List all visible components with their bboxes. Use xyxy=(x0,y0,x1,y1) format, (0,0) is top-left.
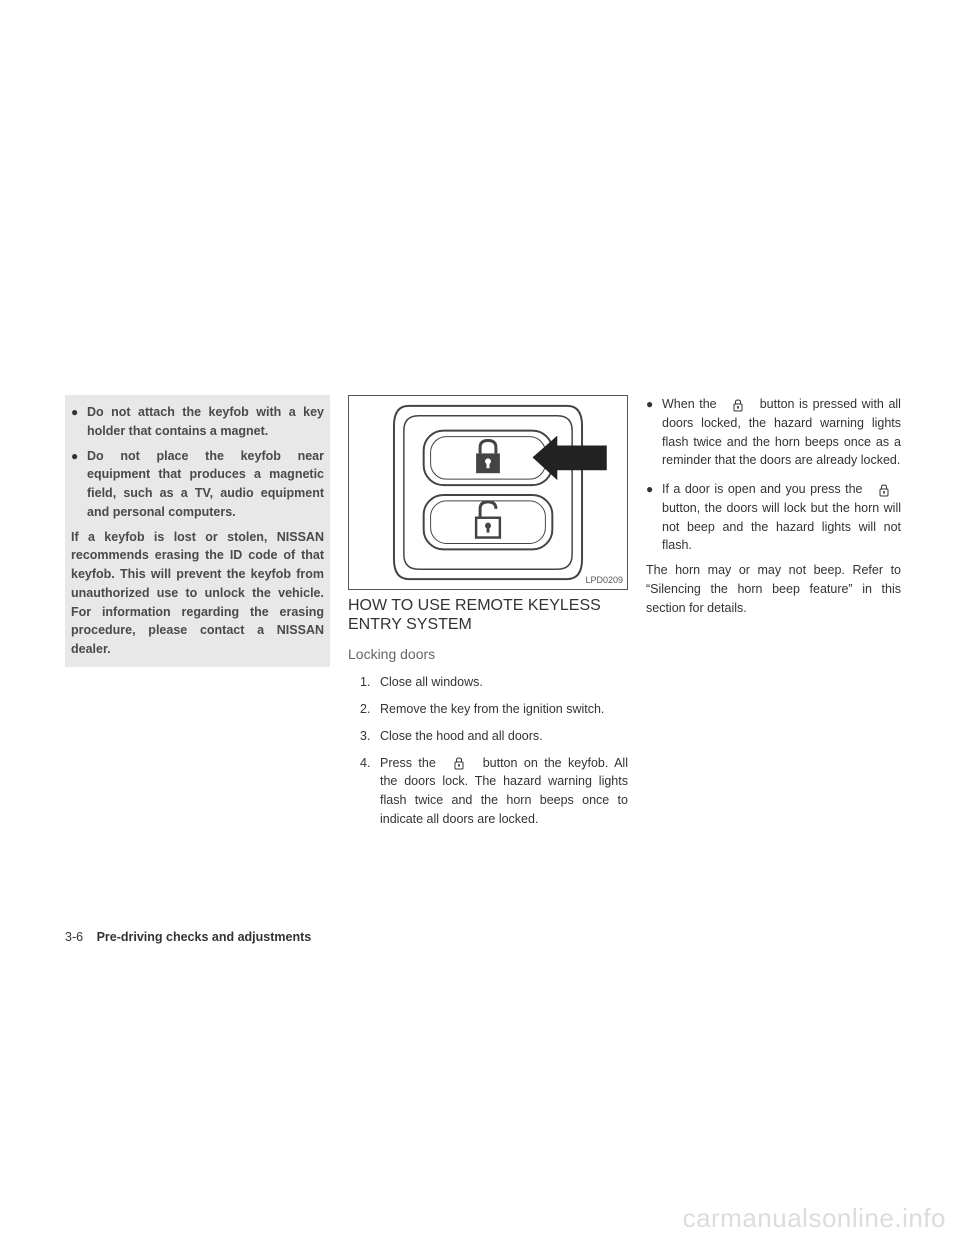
step4-pre: Press the xyxy=(380,756,436,770)
keyfob-illustration xyxy=(349,396,627,589)
closing-paragraph: The horn may or may not beep. Refer to “… xyxy=(646,561,901,617)
bullet-pre: When the xyxy=(662,397,717,411)
warning-bullet: ● Do not place the keyfob near equipment… xyxy=(71,447,324,522)
step-item: 4. Press the button on the keyfob. All t… xyxy=(348,754,628,829)
step-item: 2. Remove the key from the ignition swit… xyxy=(348,700,628,719)
figure-id: LPD0209 xyxy=(585,574,623,588)
warning-text: Do not attach the keyfob with a key hold… xyxy=(87,403,324,441)
lock-icon xyxy=(731,398,745,412)
step-number: 2. xyxy=(360,700,380,719)
footer-title: Pre-driving checks and adjustments xyxy=(97,930,312,944)
step-text: Press the button on the keyfob. All the … xyxy=(380,754,628,829)
page-footer: 3-6 Pre-driving checks and adjustments xyxy=(65,930,311,944)
main-content: ● Do not attach the keyfob with a key ho… xyxy=(0,0,960,837)
step-item: 1. Close all windows. xyxy=(348,673,628,692)
step-text: Close the hood and all doors. xyxy=(380,727,628,746)
bullet-pre: If a door is open and you press the xyxy=(662,482,863,496)
step-number: 4. xyxy=(360,754,380,829)
step-text: Close all windows. xyxy=(380,673,628,692)
bullet-icon: ● xyxy=(646,480,662,555)
keyfob-figure: LPD0209 xyxy=(348,395,628,590)
column-3: ● When the button is pressed with all do… xyxy=(646,395,901,837)
bullet-post: button, the doors will lock but the horn… xyxy=(662,501,901,553)
warning-text: Do not place the keyfob near equipment t… xyxy=(87,447,324,522)
step-text: Remove the key from the ignition switch. xyxy=(380,700,628,719)
bullet-icon: ● xyxy=(646,395,662,470)
page-number: 3-6 xyxy=(65,930,83,944)
step-number: 1. xyxy=(360,673,380,692)
bullet-icon: ● xyxy=(71,447,87,522)
lost-stolen-text: If a keyfob is lost or stolen, NISSAN re… xyxy=(71,528,324,659)
step-item: 3. Close the hood and all doors. xyxy=(348,727,628,746)
watermark: carmanualsonline.info xyxy=(683,1203,946,1234)
bullet-icon: ● xyxy=(71,403,87,441)
warning-bullet: ● Do not attach the keyfob with a key ho… xyxy=(71,403,324,441)
step-number: 3. xyxy=(360,727,380,746)
column-2: LPD0209 HOW TO USE REMOTE KEYLESS ENTRY … xyxy=(348,395,628,837)
lock-icon xyxy=(452,756,466,770)
info-bullet: ● If a door is open and you press the bu… xyxy=(646,480,901,555)
subheading: Locking doors xyxy=(348,644,628,665)
bullet-text: If a door is open and you press the butt… xyxy=(662,480,901,555)
section-heading: HOW TO USE REMOTE KEYLESS ENTRY SYSTEM xyxy=(348,596,628,634)
lock-icon xyxy=(877,483,891,497)
info-bullet: ● When the button is pressed with all do… xyxy=(646,395,901,470)
bullet-text: When the button is pressed with all door… xyxy=(662,395,901,470)
warning-box: ● Do not attach the keyfob with a key ho… xyxy=(65,395,330,667)
column-1: ● Do not attach the keyfob with a key ho… xyxy=(65,395,330,837)
